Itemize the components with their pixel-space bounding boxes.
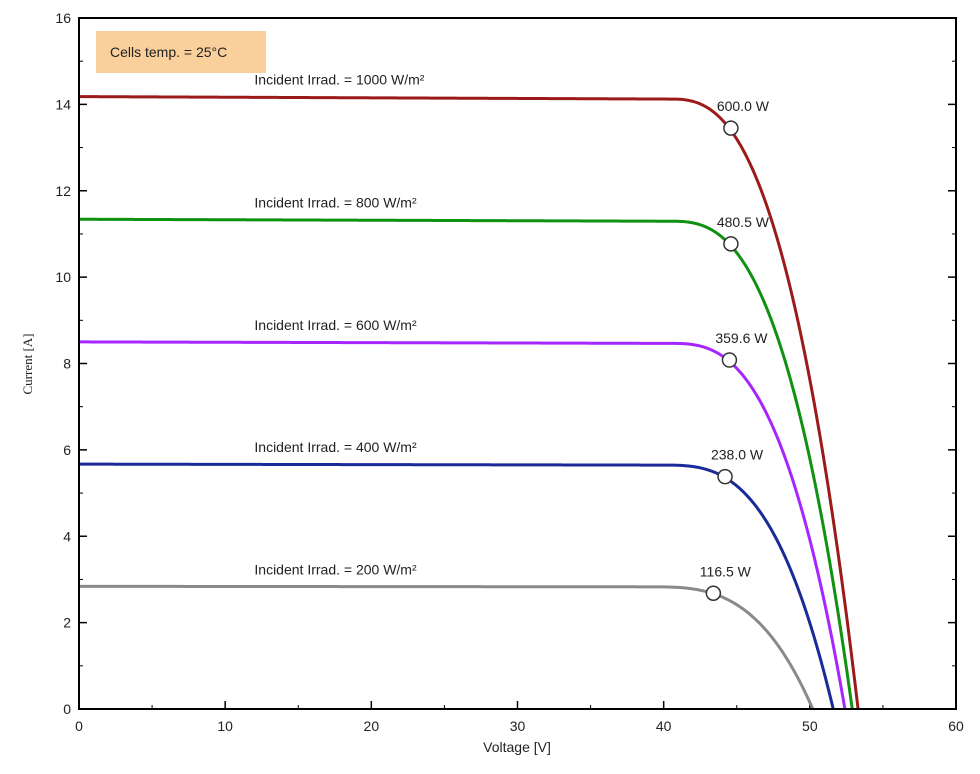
y-tick-label: 14 xyxy=(55,96,71,112)
x-tick-label: 0 xyxy=(75,718,83,734)
mpp-power-label: 600.0 W xyxy=(717,98,770,114)
mpp-point xyxy=(723,236,739,252)
series-name-label: Incident Irrad. = 200 W/m² xyxy=(254,561,417,577)
y-tick-label: 8 xyxy=(63,356,71,372)
mpp-power-label: 480.5 W xyxy=(717,214,770,230)
mpp-point xyxy=(723,120,739,136)
series-line xyxy=(78,217,854,710)
x-tick-label: 10 xyxy=(217,718,233,734)
series-labels: Incident Irrad. = 1000 W/m² Incident Irra… xyxy=(254,72,424,578)
x-tick-label: 40 xyxy=(656,718,672,734)
mpp-markers: 600.0 W 480.5 W 359.6 W 238.0 W 116.5 W xyxy=(700,98,770,602)
series-name-label: Incident Irrad. = 600 W/m² xyxy=(254,317,417,333)
mpp-power-label: 116.5 W xyxy=(700,563,752,579)
series-line xyxy=(78,340,847,710)
x-tick-label: 30 xyxy=(510,718,526,734)
series-line xyxy=(78,584,815,710)
series-name-label: Incident Irrad. = 1000 W/m² xyxy=(254,72,424,88)
cells-temp-note-box xyxy=(96,31,266,73)
mpp-point xyxy=(721,352,738,368)
mpp-point xyxy=(705,585,722,602)
mpp-power-label: 359.6 W xyxy=(715,330,768,346)
cells-temp-note: Cells temp. = 25°C xyxy=(110,44,227,60)
y-tick-label: 2 xyxy=(63,615,71,631)
y-tick-label: 4 xyxy=(63,528,71,544)
series-line xyxy=(78,462,835,710)
series-name-label: Incident Irrad. = 400 W/m² xyxy=(254,439,417,455)
y-tick-label: 10 xyxy=(55,269,71,285)
y-axis-title: Current [A] xyxy=(20,333,35,394)
y-tick-label: 6 xyxy=(63,442,71,458)
y-tick-label: 16 xyxy=(55,10,71,26)
x-axis-title: Voltage [V] xyxy=(483,739,551,755)
y-tick-label: 0 xyxy=(63,701,71,717)
y-tick-label: 12 xyxy=(55,183,71,199)
x-tick-label: 60 xyxy=(948,718,964,734)
plot-frame xyxy=(78,17,957,710)
series-name-label: Incident Irrad. = 800 W/m² xyxy=(254,194,417,210)
x-tick-label: 20 xyxy=(364,718,380,734)
mpp-point xyxy=(717,468,733,485)
x-tick-label: 50 xyxy=(802,718,818,734)
mpp-power-label: 238.0 W xyxy=(711,447,764,463)
